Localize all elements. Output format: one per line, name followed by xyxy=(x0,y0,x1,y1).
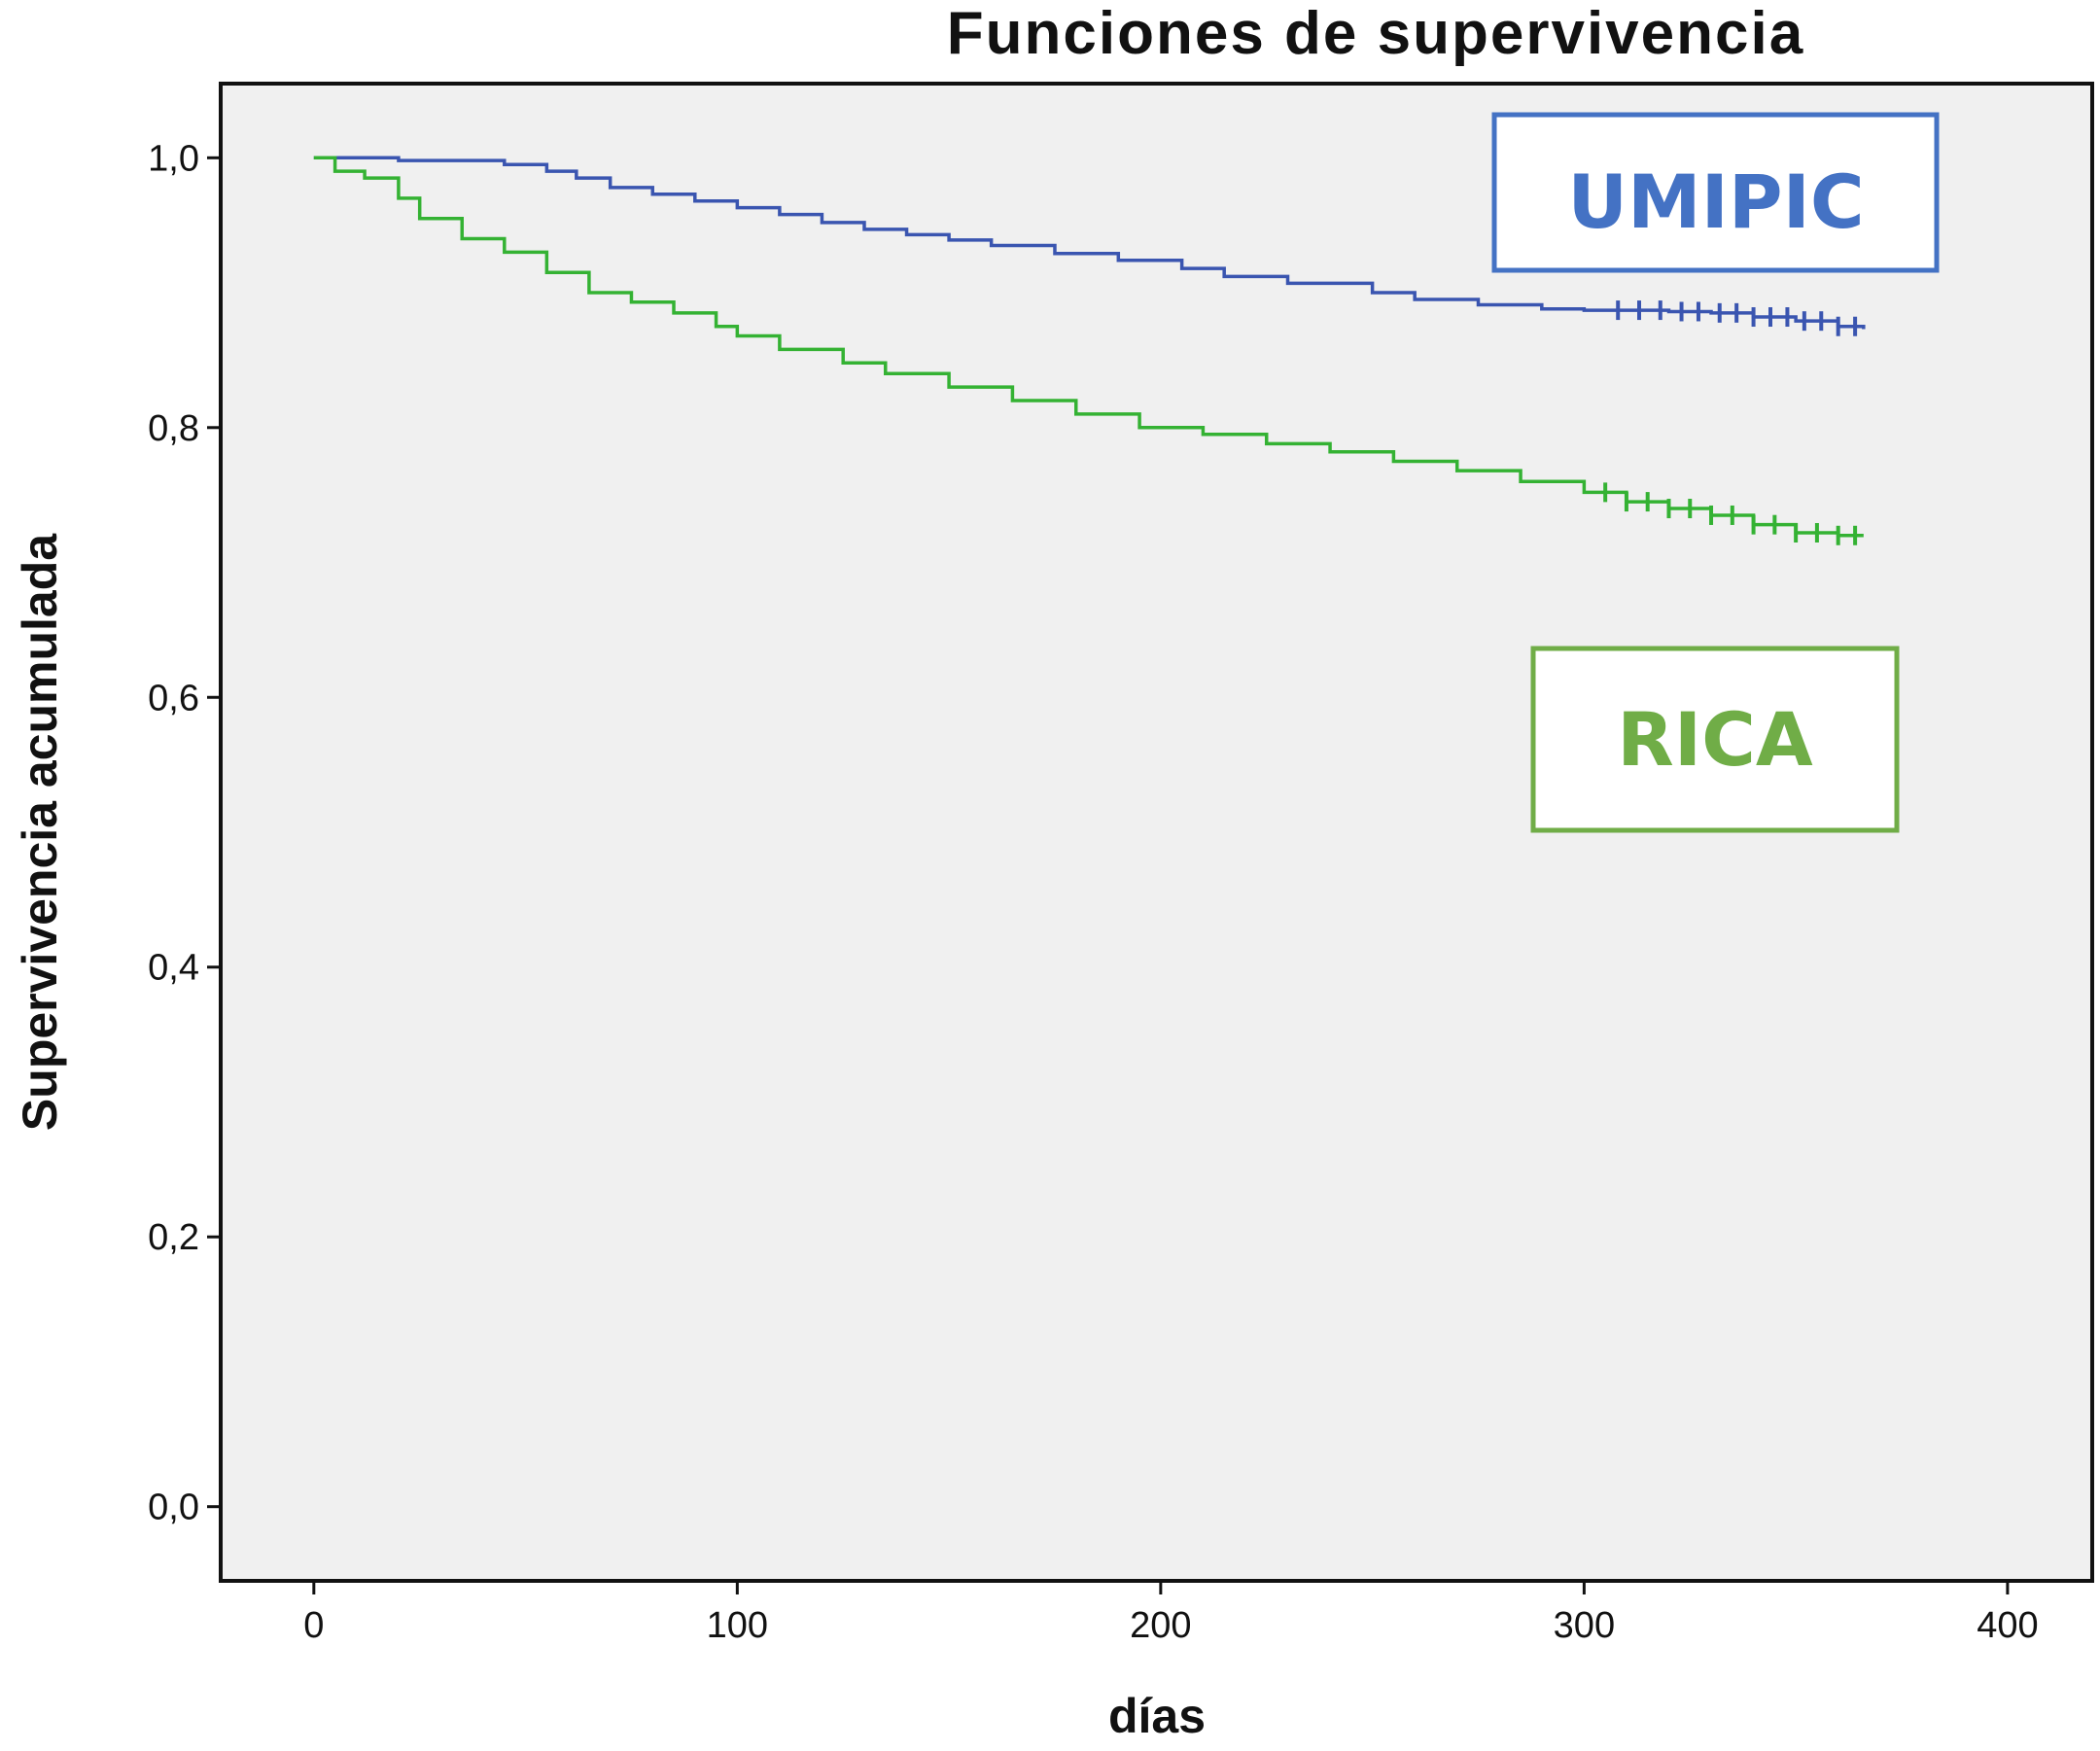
legend-box-rica: RICA xyxy=(1530,646,1900,833)
y-tick-label: 0,8 xyxy=(148,408,199,449)
series-rica xyxy=(313,156,1864,545)
series-umipic xyxy=(313,156,1866,336)
y-axis-label: Supervivencia acumulada xyxy=(13,533,67,1131)
legend-box-umipic: UMIPIC xyxy=(1491,112,1940,273)
x-axis-ticks: 0 100 200 300 400 xyxy=(303,1581,2039,1646)
x-tick-label: 400 xyxy=(1977,1605,2038,1646)
x-axis-label: días xyxy=(1108,1689,1206,1743)
x-tick-label: 300 xyxy=(1554,1605,1615,1646)
y-axis-ticks: 0,0 0,2 0,4 0,6 0,8 1,0 xyxy=(148,138,221,1528)
survival-line-umipic xyxy=(313,156,1866,330)
y-tick-label: 0,0 xyxy=(148,1488,199,1528)
series-layer xyxy=(313,156,1866,545)
y-tick-label: 0,6 xyxy=(148,678,199,718)
y-tick-label: 0,2 xyxy=(148,1217,199,1258)
x-tick-label: 0 xyxy=(303,1605,324,1646)
legend-box-rica-frame xyxy=(1530,646,1900,833)
legend-label-umipic: UMIPIC xyxy=(1567,158,1864,245)
survival-line-rica xyxy=(313,156,1864,538)
x-tick-label: 200 xyxy=(1130,1605,1191,1646)
y-tick-label: 0,4 xyxy=(148,948,199,989)
y-tick-label: 1,0 xyxy=(148,138,199,179)
legend-label-rica: RICA xyxy=(1617,696,1813,783)
chart-title: Funciones de supervivencia xyxy=(947,0,1804,67)
legend-box-umipic-frame xyxy=(1491,112,1940,273)
x-tick-label: 100 xyxy=(707,1605,768,1646)
